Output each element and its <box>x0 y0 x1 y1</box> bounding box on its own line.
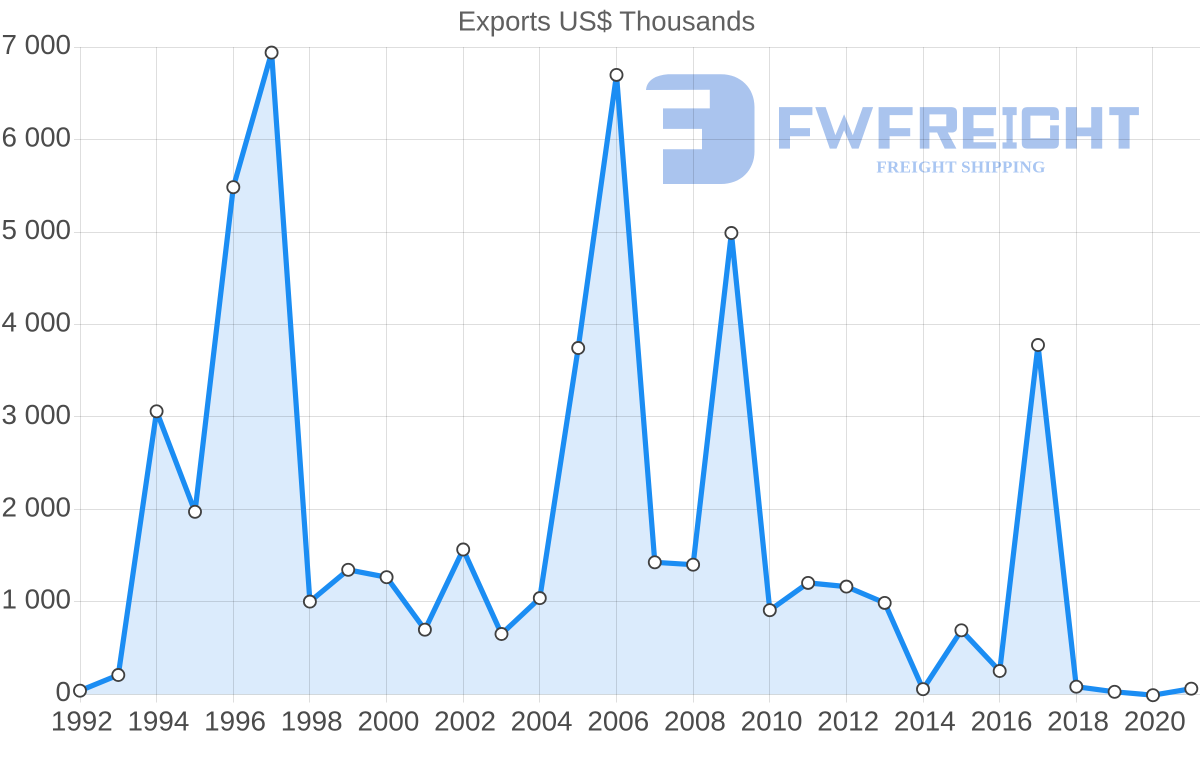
svg-text:5 000: 5 000 <box>1 214 71 245</box>
svg-text:2018: 2018 <box>1047 706 1109 737</box>
svg-text:1998: 1998 <box>281 706 343 737</box>
svg-text:6 000: 6 000 <box>1 121 71 152</box>
svg-text:2000: 2000 <box>357 706 419 737</box>
svg-text:2 000: 2 000 <box>1 491 71 522</box>
svg-text:2010: 2010 <box>741 706 803 737</box>
svg-text:4 000: 4 000 <box>1 306 71 337</box>
svg-text:2014: 2014 <box>894 706 956 737</box>
svg-text:2008: 2008 <box>664 706 726 737</box>
svg-text:1 000: 1 000 <box>1 584 71 615</box>
svg-text:2012: 2012 <box>817 706 879 737</box>
svg-text:1996: 1996 <box>204 706 266 737</box>
svg-text:7 000: 7 000 <box>1 29 71 60</box>
svg-text:2016: 2016 <box>971 706 1033 737</box>
svg-text:2020: 2020 <box>1124 706 1186 737</box>
svg-text:2006: 2006 <box>587 706 649 737</box>
svg-text:1992: 1992 <box>51 706 113 737</box>
svg-text:2002: 2002 <box>434 706 496 737</box>
svg-text:FREIGHT SHIPPING: FREIGHT SHIPPING <box>876 157 1045 176</box>
svg-text:2004: 2004 <box>511 706 573 737</box>
svg-text:Exports US$ Thousands: Exports US$ Thousands <box>458 6 756 37</box>
svg-text:3 000: 3 000 <box>1 399 71 430</box>
svg-text:1994: 1994 <box>127 706 189 737</box>
svg-text:0: 0 <box>56 676 71 707</box>
